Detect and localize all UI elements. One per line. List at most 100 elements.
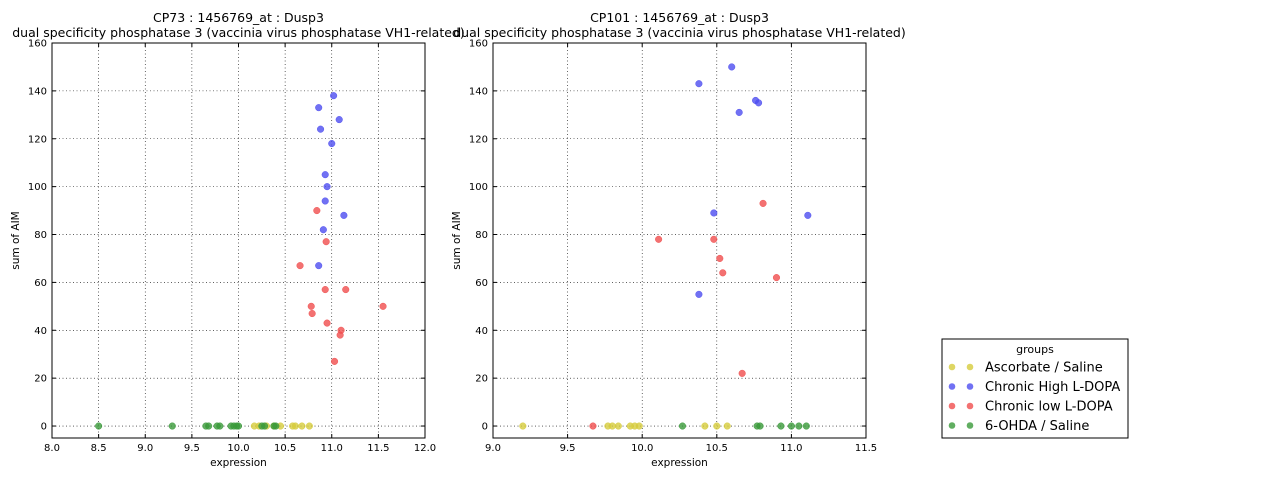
- point-chronic-high-l-dopa: [319, 226, 327, 234]
- point-chronic-high-l-dopa: [728, 63, 736, 71]
- point-chronic-low-l-dopa: [296, 262, 304, 270]
- y-tick-label: 60: [475, 278, 488, 289]
- point-chronic-low-l-dopa: [655, 235, 663, 243]
- x-tick-label: 8.5: [91, 443, 107, 454]
- axes-frame: [51, 42, 426, 439]
- chart-subtitle: dual specificity phosphatase 3 (vaccinia…: [453, 25, 906, 40]
- legend-label: Ascorbate / Saline: [985, 361, 1103, 376]
- point-ascorbate-saline: [298, 422, 306, 430]
- chart-title: CP101 : 1456769_at : Dusp3: [590, 10, 769, 25]
- point-chronic-high-l-dopa: [317, 125, 325, 133]
- point-chronic-low-l-dopa: [336, 331, 344, 339]
- plot-cp101: 9.0 9.5 10.0 10.5 11.0 11.5 0 20 40 60 80 100 120 140…: [451, 10, 906, 469]
- point-ascorbate-saline: [635, 422, 643, 430]
- point-6-ohda-saline: [168, 422, 176, 430]
- point-chronic-low-l-dopa: [321, 286, 329, 294]
- point-chronic-low-l-dopa: [342, 286, 350, 294]
- point-6-ohda-saline: [777, 422, 785, 430]
- point-chronic-high-l-dopa: [735, 108, 743, 116]
- point-6-ohda-saline: [95, 422, 103, 430]
- point-chronic-low-l-dopa: [589, 422, 597, 430]
- point-chronic-high-l-dopa: [328, 139, 336, 148]
- point-6-ohda-saline: [787, 422, 795, 430]
- point-chronic-high-l-dopa: [330, 92, 338, 100]
- x-tick-label: 9.0: [485, 443, 501, 454]
- legend-label: Chronic low L-DOPA: [985, 400, 1113, 415]
- x-tick-label: 10.5: [274, 443, 296, 454]
- y-tick-label: 140: [28, 86, 47, 97]
- legend-marker: [966, 422, 974, 429]
- point-chronic-high-l-dopa: [315, 262, 323, 270]
- point-ascorbate-saline: [723, 422, 731, 430]
- legend-title: groups: [1016, 343, 1054, 356]
- point-ascorbate-saline: [305, 422, 313, 430]
- legend-marker: [948, 422, 956, 429]
- point-chronic-low-l-dopa: [322, 238, 330, 246]
- point-chronic-high-l-dopa: [315, 104, 323, 112]
- point-6-ohda-saline: [678, 422, 687, 430]
- legend-marker: [966, 363, 974, 371]
- point-chronic-low-l-dopa: [379, 302, 387, 310]
- y-tick-label: 80: [34, 230, 47, 241]
- x-tick-label: 10.0: [631, 443, 653, 454]
- axes-frame: [492, 42, 867, 439]
- y-tick-label: 80: [475, 230, 488, 241]
- point-6-ohda-saline: [261, 422, 269, 430]
- legend-label: Chronic High L-DOPA: [985, 380, 1120, 395]
- point-chronic-low-l-dopa: [313, 207, 321, 215]
- y-tick-label: 0: [41, 422, 47, 433]
- y-tick-label: 60: [34, 278, 47, 289]
- y-tick-label: 160: [28, 39, 47, 50]
- point-chronic-low-l-dopa: [738, 369, 746, 377]
- point-chronic-high-l-dopa: [323, 183, 331, 191]
- point-chronic-high-l-dopa: [755, 99, 763, 107]
- y-axis-label: sum of AIM: [10, 211, 22, 270]
- y-tick-label: 20: [34, 374, 47, 385]
- legend-marker: [948, 402, 956, 410]
- y-tick-label: 100: [28, 182, 47, 193]
- point-6-ohda-saline: [234, 422, 243, 430]
- x-tick-label: 10.5: [706, 443, 728, 454]
- x-tick-label: 11.5: [367, 443, 389, 454]
- x-tick-label: 8.0: [44, 443, 60, 454]
- y-tick-label: 140: [469, 86, 488, 97]
- point-chronic-low-l-dopa: [772, 274, 781, 282]
- point-chronic-high-l-dopa: [695, 80, 703, 88]
- point-chronic-low-l-dopa: [307, 302, 315, 310]
- legend: groups Ascorbate / Saline Chronic High L-…: [941, 338, 1129, 439]
- point-ascorbate-saline: [614, 422, 622, 430]
- y-tick-label: 40: [475, 326, 488, 337]
- y-axis-label: sum of AIM: [451, 211, 463, 270]
- point-6-ohda-saline: [216, 422, 224, 430]
- point-ascorbate-saline: [713, 422, 721, 430]
- plot-cp73: 8.0 8.5 9.0 9.5 10.0 10.5 11.0 11.5 12.0 0 20 40 60 8…: [10, 10, 465, 469]
- point-chronic-high-l-dopa: [321, 171, 329, 179]
- legend-marker: [948, 363, 956, 371]
- point-6-ohda-saline: [802, 422, 810, 430]
- y-tick-label: 160: [469, 39, 488, 50]
- point-chronic-low-l-dopa: [759, 199, 767, 207]
- x-axis-label: expression: [651, 457, 708, 469]
- x-tick-label: 10.0: [227, 443, 249, 454]
- legend-marker: [966, 402, 974, 410]
- point-chronic-high-l-dopa: [695, 290, 703, 298]
- point-chronic-high-l-dopa: [321, 197, 329, 205]
- y-tick-label: 0: [482, 422, 488, 433]
- x-tick-label: 9.5: [560, 443, 576, 454]
- point-ascorbate-saline: [519, 422, 527, 430]
- point-chronic-low-l-dopa: [710, 235, 718, 243]
- point-chronic-high-l-dopa: [710, 209, 718, 217]
- point-chronic-high-l-dopa: [804, 211, 812, 219]
- point-chronic-low-l-dopa: [330, 357, 339, 365]
- y-tick-label: 100: [469, 182, 488, 193]
- legend-marker: [948, 383, 956, 390]
- x-tick-label: 9.0: [137, 443, 153, 454]
- chart-title: CP73 : 1456769_at : Dusp3: [153, 10, 324, 25]
- point-chronic-low-l-dopa: [719, 269, 727, 277]
- point-chronic-low-l-dopa: [716, 254, 724, 263]
- chart-subtitle: dual specificity phosphatase 3 (vaccinia…: [12, 25, 465, 40]
- point-ascorbate-saline: [291, 422, 299, 430]
- point-chronic-high-l-dopa: [335, 116, 343, 124]
- x-tick-label: 11.5: [855, 443, 877, 454]
